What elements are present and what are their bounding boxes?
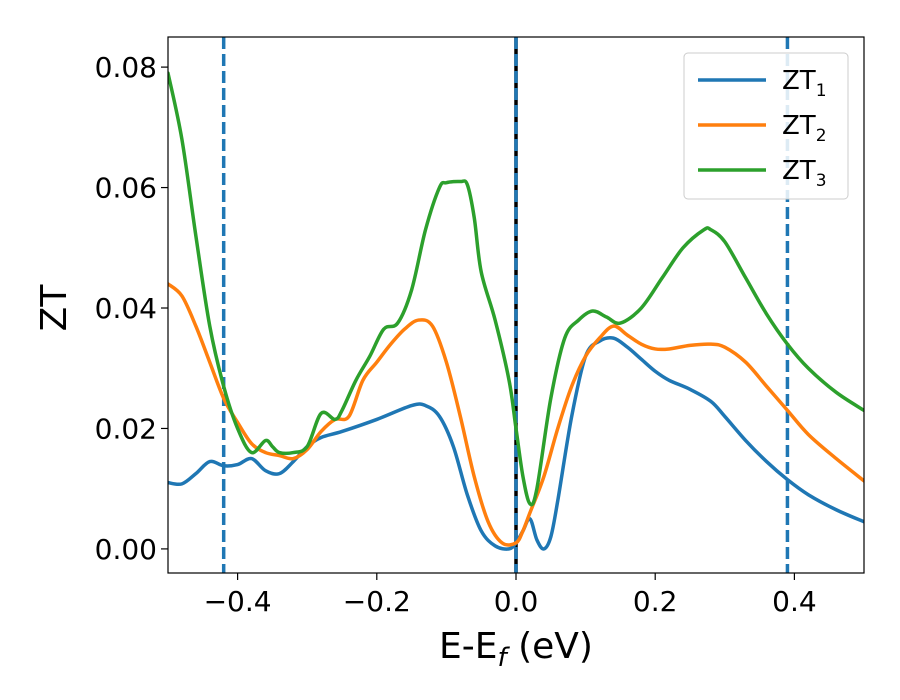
x-tick-label: −0.4 xyxy=(204,585,272,618)
y-axis-label: ZT xyxy=(34,284,75,332)
x-tick-label: 0.2 xyxy=(633,585,678,618)
legend-label-zt2: ZT2 xyxy=(782,111,827,146)
series-lines xyxy=(168,71,864,551)
y-tick-label: 0.00 xyxy=(95,533,157,566)
y-tick-label: 0.06 xyxy=(95,172,157,205)
y-tick-label: 0.02 xyxy=(95,412,157,445)
legend-label-zt3: ZT3 xyxy=(782,156,827,191)
x-axis-label-main: E-E xyxy=(439,626,497,667)
legend-label-zt1: ZT1 xyxy=(782,66,827,101)
legend-label-subscript: 1 xyxy=(816,81,827,101)
y-tick-label: 0.04 xyxy=(95,292,157,325)
x-tick-label: 0.4 xyxy=(772,585,817,618)
x-axis-label: E-Ef (eV) xyxy=(439,626,593,673)
y-tick-label: 0.08 xyxy=(95,51,157,84)
x-axis-label-unit: (eV) xyxy=(507,626,593,667)
y-axis-ticks: 0.00 0.02 0.04 0.06 0.08 xyxy=(95,51,168,566)
x-tick-label: −0.2 xyxy=(343,585,411,618)
legend-label-subscript: 3 xyxy=(816,171,827,191)
x-tick-label: 0.0 xyxy=(494,585,539,618)
series-line-zt2 xyxy=(168,282,864,547)
legend-label-subscript: 2 xyxy=(816,126,827,146)
legend-label-main: ZT xyxy=(782,156,816,186)
x-axis-ticks: −0.4 −0.2 0.0 0.2 0.4 xyxy=(204,573,817,618)
legend-label-main: ZT xyxy=(782,66,816,96)
series-line-zt3 xyxy=(168,71,864,507)
legend-label-main: ZT xyxy=(782,111,816,141)
